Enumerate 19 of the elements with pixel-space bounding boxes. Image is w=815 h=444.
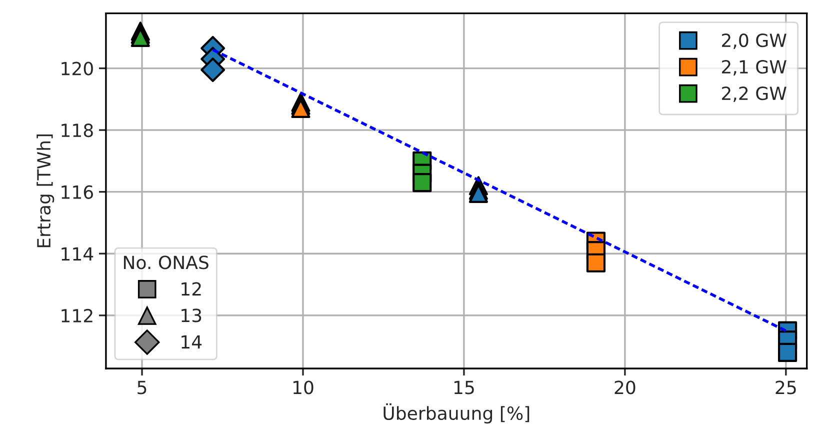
annotation: 12 bbox=[182, 282, 201, 296]
annotation: 13 bbox=[182, 308, 202, 322]
y-tick-label: 116 bbox=[62, 185, 94, 199]
x-tick-label: 5 bbox=[138, 380, 146, 394]
y-tick-label: 118 bbox=[62, 124, 93, 138]
y-axis-title: Ertrag [TWh] bbox=[36, 134, 54, 248]
x-tick-label: 10 bbox=[293, 380, 314, 394]
x-tick-label: 25 bbox=[776, 380, 796, 394]
legend-label: 2,2 GW bbox=[722, 86, 786, 102]
legend-title: No. ONAS bbox=[124, 256, 208, 270]
y-tick-label: 114 bbox=[62, 247, 94, 260]
y-tick-label: 112 bbox=[62, 308, 92, 322]
x-tick-label: 15 bbox=[454, 380, 474, 394]
legend-label: 2,0 GW bbox=[722, 34, 786, 49]
x-tick-label: 20 bbox=[614, 380, 636, 394]
y-tick-label: 120 bbox=[62, 62, 93, 76]
annotation: 14 bbox=[182, 335, 202, 349]
x-axis-title: Überbauung [%] bbox=[384, 403, 530, 424]
legend-label: 2,1 GW bbox=[722, 60, 786, 76]
